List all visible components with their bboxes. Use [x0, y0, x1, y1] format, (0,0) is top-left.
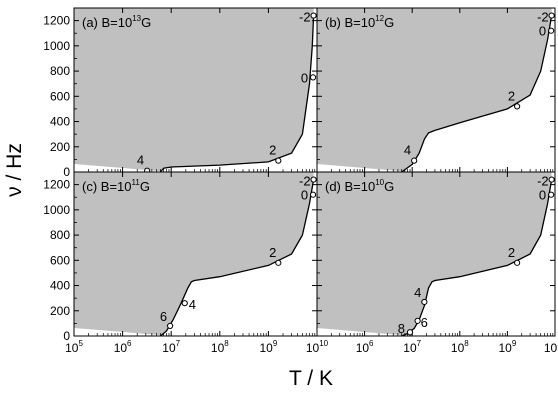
curve-point	[275, 259, 282, 266]
y-tick-label: 800	[50, 64, 70, 78]
x-tick-label: 108	[451, 339, 469, 355]
curve-point	[309, 191, 317, 198]
curve-point	[548, 176, 555, 183]
point-label: -2	[537, 10, 549, 25]
y-tick-label: 400	[50, 279, 70, 293]
curve-line	[401, 15, 553, 173]
curve-point	[275, 157, 282, 164]
curve-point	[414, 317, 421, 324]
curve-point	[548, 191, 555, 198]
x-tick-label: 108	[211, 339, 229, 355]
y-tick-label: 1200	[43, 178, 70, 192]
point-label: 2	[508, 88, 515, 103]
y-tick-label: 1200	[43, 14, 70, 28]
x-tick-label: 107	[403, 339, 421, 355]
curve-point	[548, 27, 555, 34]
x-tick-label: 1010	[544, 339, 558, 355]
x-tick-label: 106	[114, 339, 132, 355]
point-label: 2	[269, 143, 276, 158]
panel-label: (b) B=1012G	[325, 14, 394, 30]
point-label: 0	[301, 188, 308, 203]
panel-1: 0 200 400 600 800 1000 1200 (a) B=1013G 4 2 0 -2	[43, 7, 318, 179]
point-label: 4	[404, 143, 411, 158]
x-tick-label: 109	[498, 339, 516, 355]
shaded-region	[74, 8, 314, 172]
curve-point	[548, 12, 555, 19]
shaded-region	[317, 172, 552, 336]
curve-point	[421, 298, 428, 306]
point-label: 0	[539, 188, 546, 203]
panel-label: (d) B=1010G	[325, 178, 394, 194]
y-tick-label: 800	[50, 228, 70, 242]
curve-point	[406, 329, 414, 336]
curve-point	[181, 300, 188, 307]
point-label: 4	[189, 297, 196, 312]
shaded-region	[317, 8, 552, 172]
curve-line	[159, 15, 315, 173]
y-tick-label: 200	[50, 304, 70, 318]
x-tick-label: 105	[65, 339, 83, 355]
point-label: 6	[160, 309, 167, 324]
panel-label: (c) B=1011G	[82, 178, 150, 194]
y-tick-label: 600	[50, 89, 70, 103]
point-label: -2	[299, 174, 311, 189]
curve-point	[167, 322, 174, 330]
point-label: 2	[269, 245, 276, 260]
y-tick-label: 0	[63, 165, 70, 179]
curve-point	[514, 103, 521, 110]
x-tick-label: 109	[259, 339, 277, 355]
point-label: 4	[414, 285, 421, 300]
curve-line	[401, 179, 553, 337]
shaded-region	[74, 172, 314, 336]
point-label: 4	[137, 153, 144, 168]
y-tick-label: 0	[63, 329, 70, 343]
curve-point	[514, 259, 521, 266]
curve-point	[411, 157, 418, 164]
point-label: -2	[537, 174, 549, 189]
point-label: 0	[539, 24, 546, 39]
panel-label: (a) B=1013G	[82, 14, 151, 30]
point-label: 0	[301, 70, 308, 85]
x-tick-label: 107	[162, 339, 180, 355]
y-axis-title: ν / Hz	[3, 143, 26, 197]
y-tick-label: 1000	[43, 203, 70, 217]
curve-point	[310, 12, 317, 19]
x-axis-title: T / K	[289, 367, 333, 390]
x-tick-label: 106	[356, 339, 374, 355]
curve-line	[159, 179, 315, 337]
y-tick-label: 600	[50, 253, 70, 267]
panel-4: 106 107 108 109 1010 (d) B=1010G 8 64 2 0-2	[316, 171, 558, 355]
panel-2: (b) B=1012G 4 2 0-2	[316, 7, 556, 173]
curve-point	[309, 74, 317, 81]
y-tick-label: 200	[50, 140, 70, 154]
plot-frame	[316, 171, 556, 337]
y-tick-label: 1000	[43, 39, 70, 53]
point-label: 8	[398, 321, 405, 336]
x-tick-label: 1010	[306, 339, 329, 355]
curve-point	[310, 176, 317, 183]
panel-3: 0 200 400 600 800 1000 1200 105 106 107 108 109 1010…	[43, 171, 329, 355]
point-label: 2	[508, 245, 515, 260]
point-label: -2	[299, 10, 311, 25]
point-label: 6	[421, 315, 428, 330]
y-tick-label: 400	[50, 115, 70, 129]
